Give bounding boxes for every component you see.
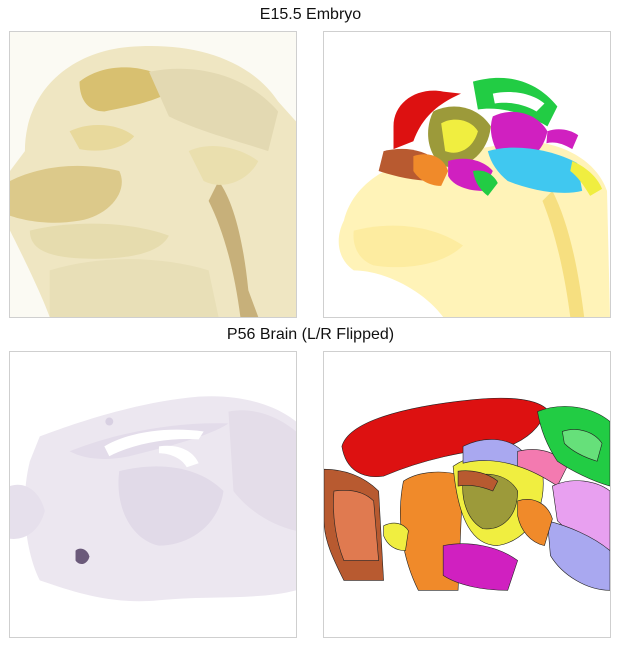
section-title-p56: P56 Brain (L/R Flipped) xyxy=(226,326,395,343)
embryo-atlas-image xyxy=(323,31,611,318)
section-title-embryo: E15.5 Embryo xyxy=(259,6,362,23)
embryo-ish-image xyxy=(9,31,297,318)
p56-ish-image xyxy=(9,351,297,638)
p56-atlas-image xyxy=(323,351,611,638)
